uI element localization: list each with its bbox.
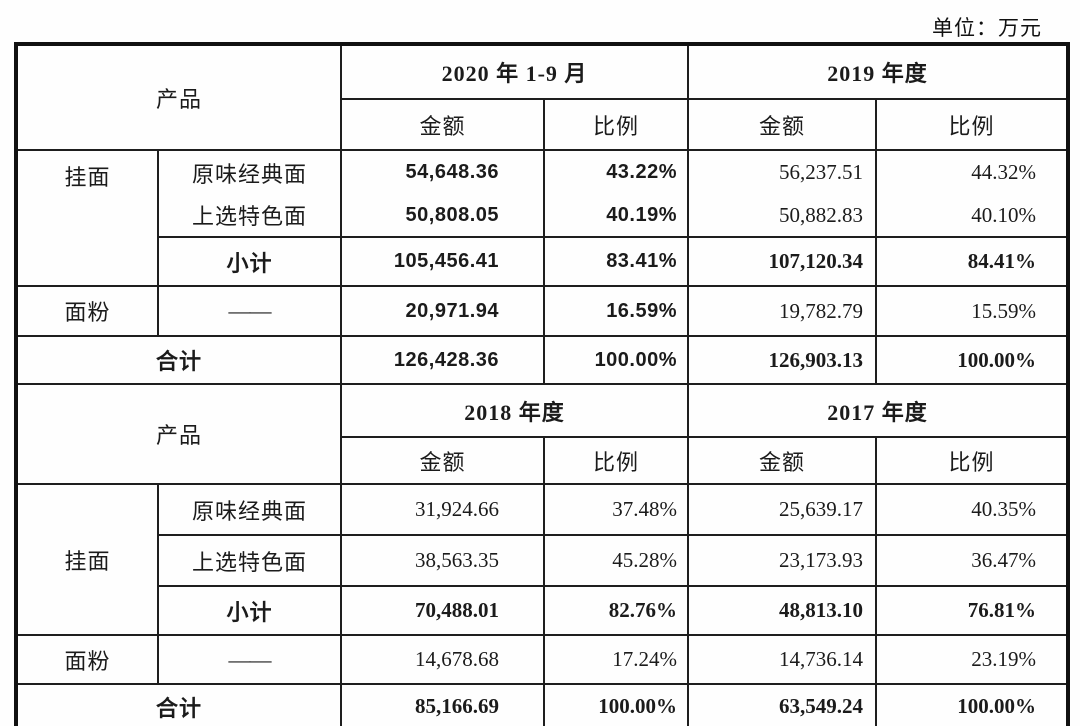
placeholder-dash: ——: [156, 634, 343, 685]
value-amount: 19,782.79: [687, 285, 878, 337]
category-guamian: 挂面: [15, 483, 159, 636]
period-2017: 2017 年度: [687, 383, 1070, 438]
s1-row-xiaoji: 小计 105,456.41 83.41% 107,120.34 84.41%: [16, 236, 1070, 287]
col-header-ratio-2018: 比例: [543, 436, 690, 485]
label-total: 合计: [14, 683, 343, 726]
value-amount: 63,549.24: [687, 683, 878, 726]
value-ratio: 100.00%: [875, 335, 1070, 385]
value-amount: 70,488.01: [340, 585, 546, 636]
revenue-table: 产品 2020 年 1-9 月 2019 年度 金额 比例 金额 比例 挂面 原味经典面 54,6…: [14, 42, 1071, 726]
s2-period-header: 产品 2018 年度 2017 年度: [14, 383, 1070, 485]
value-ratio: 43.22%: [543, 149, 690, 194]
value-amount: 48,813.10: [687, 585, 878, 636]
col-header-ratio-2017: 比例: [875, 436, 1070, 485]
value-ratio: 100.00%: [875, 683, 1070, 726]
value-ratio: 15.59%: [875, 285, 1070, 337]
col-header-amount-2020: 金额: [340, 98, 546, 151]
value-ratio: 76.81%: [875, 585, 1070, 636]
value-ratio: 100.00%: [543, 683, 690, 726]
category-mianfen: 面粉: [15, 634, 159, 685]
product-header: 产品: [14, 43, 343, 151]
value-ratio: 40.35%: [875, 483, 1070, 536]
value-ratio: 36.47%: [875, 534, 1070, 587]
s1-row-mianfen: 面粉 —— 20,971.94 16.59% 19,782.79 15.59%: [15, 285, 1070, 337]
s1-period-header: 产品 2020 年 1-9 月 2019 年度: [14, 43, 1070, 151]
period-2020-1-9: 2020 年 1-9 月: [340, 43, 690, 100]
value-amount: 25,639.17: [687, 483, 878, 536]
category-mianfen: 面粉: [15, 285, 159, 337]
value-amount: 85,166.69: [340, 683, 546, 726]
product-header: 产品: [14, 383, 343, 485]
s2-row-yuanwei: 挂面 原味经典面 31,924.66 37.48% 25,639.17 40.35%: [15, 483, 1070, 636]
col-header-ratio-2019: 比例: [875, 98, 1070, 151]
value-amount: 38,563.35: [340, 534, 546, 587]
value-amount: 14,678.68: [340, 634, 546, 685]
value-amount: 56,237.51: [687, 149, 878, 194]
value-ratio: 44.32%: [875, 149, 1070, 194]
col-header-amount-2017: 金额: [687, 436, 878, 485]
col-header-ratio-2020: 比例: [543, 98, 690, 151]
product-shangxuan: 上选特色面: [156, 534, 343, 587]
product-yuanwei: 原味经典面: [156, 149, 343, 194]
s1-sub-header: 金额 比例 金额 比例: [16, 98, 1070, 151]
s2-row-heji: 合计 85,166.69 100.00% 63,549.24 100.00%: [14, 683, 1070, 726]
label-total: 合计: [14, 335, 343, 385]
s1-row-yuanwei: 挂面 原味经典面 54,648.36 43.22% 56,237.51 44.32%: [15, 149, 1070, 286]
label-subtotal: 小计: [156, 236, 343, 287]
placeholder-dash: ——: [156, 285, 343, 337]
col-header-amount-2018: 金额: [340, 436, 546, 485]
value-ratio: 82.76%: [543, 585, 690, 636]
value-amount: 14,736.14: [687, 634, 878, 685]
s2-row-xiaoji: 小计 70,488.01 82.76% 48,813.10 76.81%: [16, 585, 1070, 636]
value-amount: 126,903.13: [687, 335, 878, 385]
label-subtotal: 小计: [156, 585, 343, 636]
value-ratio: 23.19%: [875, 634, 1070, 685]
period-2019: 2019 年度: [687, 43, 1070, 100]
value-ratio: 83.41%: [543, 236, 690, 287]
value-ratio: 37.48%: [543, 483, 690, 536]
s1-row-heji: 合计 126,428.36 100.00% 126,903.13 100.00%: [14, 335, 1070, 385]
value-amount: 126,428.36: [340, 335, 546, 385]
value-amount: 54,648.36: [340, 149, 546, 194]
value-amount: 23,173.93: [687, 534, 878, 587]
value-ratio: 17.24%: [543, 634, 690, 685]
product-shangxuan: 上选特色面: [156, 194, 343, 238]
product-yuanwei: 原味经典面: [156, 483, 343, 536]
value-amount: 20,971.94: [340, 285, 546, 337]
s2-sub-header: 金额 比例 金额 比例: [16, 436, 1070, 485]
value-amount: 105,456.41: [340, 236, 546, 287]
s2-row-mianfen: 面粉 —— 14,678.68 17.24% 14,736.14 23.19%: [15, 634, 1070, 685]
s1-row-shangxuan: 上选特色面 50,808.05 40.19% 50,882.83 40.10%: [16, 194, 1070, 238]
value-ratio: 16.59%: [543, 285, 690, 337]
s2-row-shangxuan: 上选特色面 38,563.35 45.28% 23,173.93 36.47%: [16, 534, 1070, 587]
value-ratio: 45.28%: [543, 534, 690, 587]
period-2018: 2018 年度: [340, 383, 690, 438]
category-guamian: 挂面: [15, 149, 159, 286]
value-ratio: 100.00%: [543, 335, 690, 385]
value-amount: 50,882.83: [687, 194, 878, 238]
value-ratio: 84.41%: [875, 236, 1070, 287]
unit-label: 单位：万元: [932, 16, 1042, 40]
value-amount: 50,808.05: [340, 194, 546, 238]
revenue-table-body: 产品 2020 年 1-9 月 2019 年度 金额 比例 金额 比例 挂面 原味经典面 54,6…: [14, 43, 1070, 726]
value-amount: 31,924.66: [340, 483, 546, 536]
value-ratio: 40.19%: [543, 194, 690, 238]
value-amount: 107,120.34: [687, 236, 878, 287]
col-header-amount-2019: 金额: [687, 98, 878, 151]
value-ratio: 40.10%: [875, 194, 1070, 238]
